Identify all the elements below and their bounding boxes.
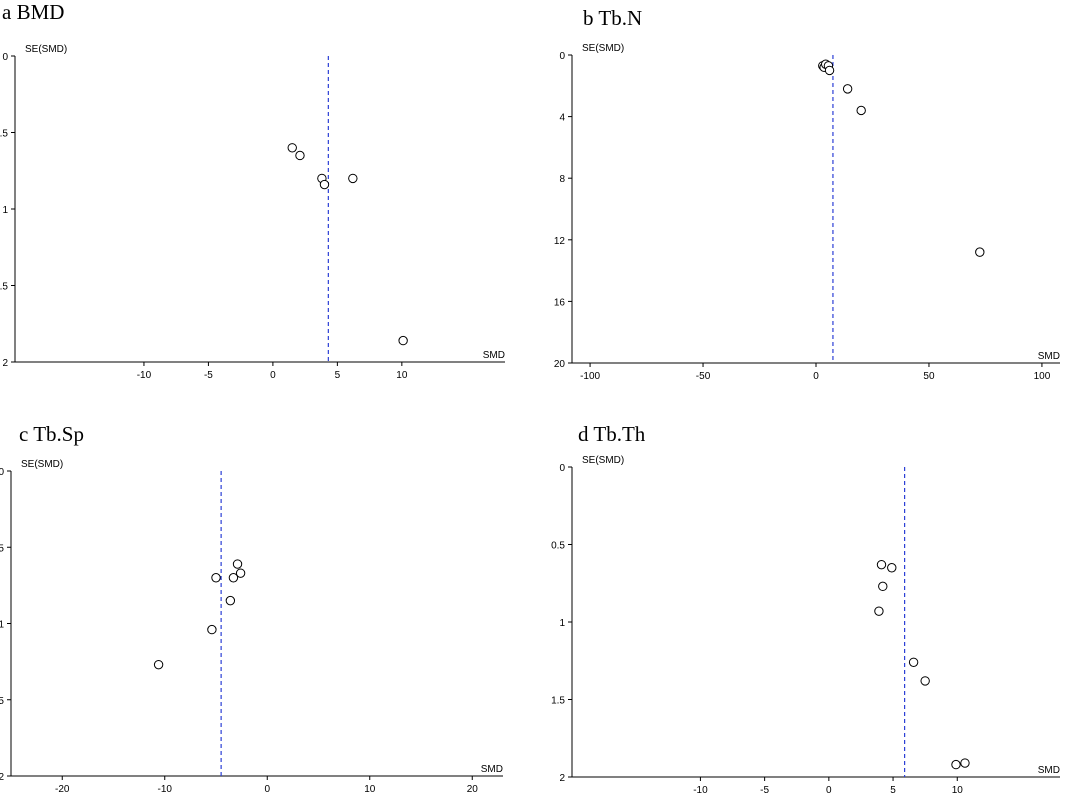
study-point xyxy=(153,659,164,670)
study-point xyxy=(920,676,930,686)
x-tick-label: -10 xyxy=(158,784,173,794)
x-tick-label: -10 xyxy=(137,370,152,381)
panel-title: c Tb.Sp xyxy=(19,422,84,446)
y-tick-label: 0 xyxy=(0,467,4,478)
x-tick-label: 20 xyxy=(467,784,479,794)
x-axis-label: SMD xyxy=(1038,765,1060,776)
study-point xyxy=(951,759,961,770)
study-point xyxy=(287,143,297,153)
x-axis-label: SMD xyxy=(481,764,503,775)
study-point xyxy=(842,84,853,94)
y-tick-label: 1 xyxy=(2,205,8,216)
study-point xyxy=(398,335,408,346)
study-point xyxy=(211,573,221,583)
y-tick-label: 0 xyxy=(2,52,8,63)
study-point xyxy=(232,559,243,569)
study-point xyxy=(908,657,919,667)
y-axis-label: SE(SMD) xyxy=(582,43,624,54)
study-point xyxy=(235,568,246,578)
panel-title: b Tb.N xyxy=(583,6,642,30)
study-point xyxy=(975,247,985,257)
x-tick-label: 10 xyxy=(396,370,408,381)
y-tick-label: 1 xyxy=(559,618,565,629)
y-axis-label: SE(SMD) xyxy=(25,44,67,55)
x-tick-label: 50 xyxy=(923,371,935,382)
study-point xyxy=(960,758,970,768)
study-point xyxy=(207,624,217,635)
study-point xyxy=(228,573,239,583)
y-axis-label: SE(SMD) xyxy=(582,455,624,466)
y-tick-label: 2 xyxy=(2,358,8,369)
y-tick-label: 0.5 xyxy=(0,129,8,140)
panel-c-tb-sp: c Tb.Sp SE(SMD) SMD 0 0.5 1 1.5 2 -20 -10 0 10 20 xyxy=(0,422,503,794)
y-tick-label: 2 xyxy=(0,772,4,783)
x-tick-label: 10 xyxy=(952,785,964,794)
y-tick-label: 1.5 xyxy=(551,696,565,707)
study-point xyxy=(876,559,887,570)
y-axis-label: SE(SMD) xyxy=(21,459,63,470)
study-point xyxy=(878,581,888,592)
x-tick-label: -50 xyxy=(696,371,711,382)
y-tick-label: 20 xyxy=(554,359,566,370)
y-tick-label: 0 xyxy=(559,463,565,474)
study-point xyxy=(225,595,236,606)
study-point xyxy=(856,105,866,116)
x-tick-label: 100 xyxy=(1034,371,1051,382)
y-tick-label: 2 xyxy=(559,773,565,784)
panel-b-tb-n: b Tb.N SE(SMD) SMD 0 4 8 12 16 20 -100 -50 0 50 100 xyxy=(554,6,1060,382)
x-tick-label: 5 xyxy=(335,370,341,381)
x-tick-label: -10 xyxy=(693,785,708,794)
x-tick-label: 5 xyxy=(890,785,896,794)
x-tick-label: 0 xyxy=(813,371,819,382)
x-tick-label: 0 xyxy=(270,370,276,381)
y-tick-label: 0 xyxy=(559,51,565,62)
panel-d-tb-th: d Tb.Th SE(SMD) SMD 0 0.5 1 1.5 2 -10 -5 0 5 10 xyxy=(551,422,1060,794)
x-tick-label: -5 xyxy=(204,370,213,381)
y-tick-label: 0.5 xyxy=(551,541,565,552)
x-tick-label: 0 xyxy=(826,785,832,794)
y-tick-label: 1.5 xyxy=(0,696,4,707)
panel-a-bmd: a BMD SE(SMD) SMD 0 0.5 1 1.5 2 -10 -5 0 5 10 xyxy=(0,0,505,381)
panel-title: d Tb.Th xyxy=(578,422,646,446)
x-tick-label: 0 xyxy=(264,784,270,794)
study-point xyxy=(874,606,884,616)
x-tick-label: 10 xyxy=(364,784,376,794)
y-tick-label: 0.5 xyxy=(0,543,4,554)
study-point xyxy=(348,173,358,184)
y-tick-label: 4 xyxy=(559,113,565,124)
study-point xyxy=(319,179,330,190)
x-axis-label: SMD xyxy=(483,350,505,361)
y-tick-label: 1 xyxy=(0,620,4,631)
x-tick-label: -5 xyxy=(760,785,769,794)
x-axis-label: SMD xyxy=(1038,351,1060,362)
x-tick-label: -100 xyxy=(580,371,600,382)
y-tick-label: 8 xyxy=(559,174,565,185)
y-tick-label: 16 xyxy=(554,297,566,308)
panel-title: a BMD xyxy=(2,0,64,24)
x-tick-label: -20 xyxy=(55,784,70,794)
study-point xyxy=(887,563,897,573)
study-point xyxy=(295,150,305,161)
y-tick-label: 1.5 xyxy=(0,282,8,293)
y-tick-label: 12 xyxy=(554,236,566,247)
study-point xyxy=(824,65,835,76)
